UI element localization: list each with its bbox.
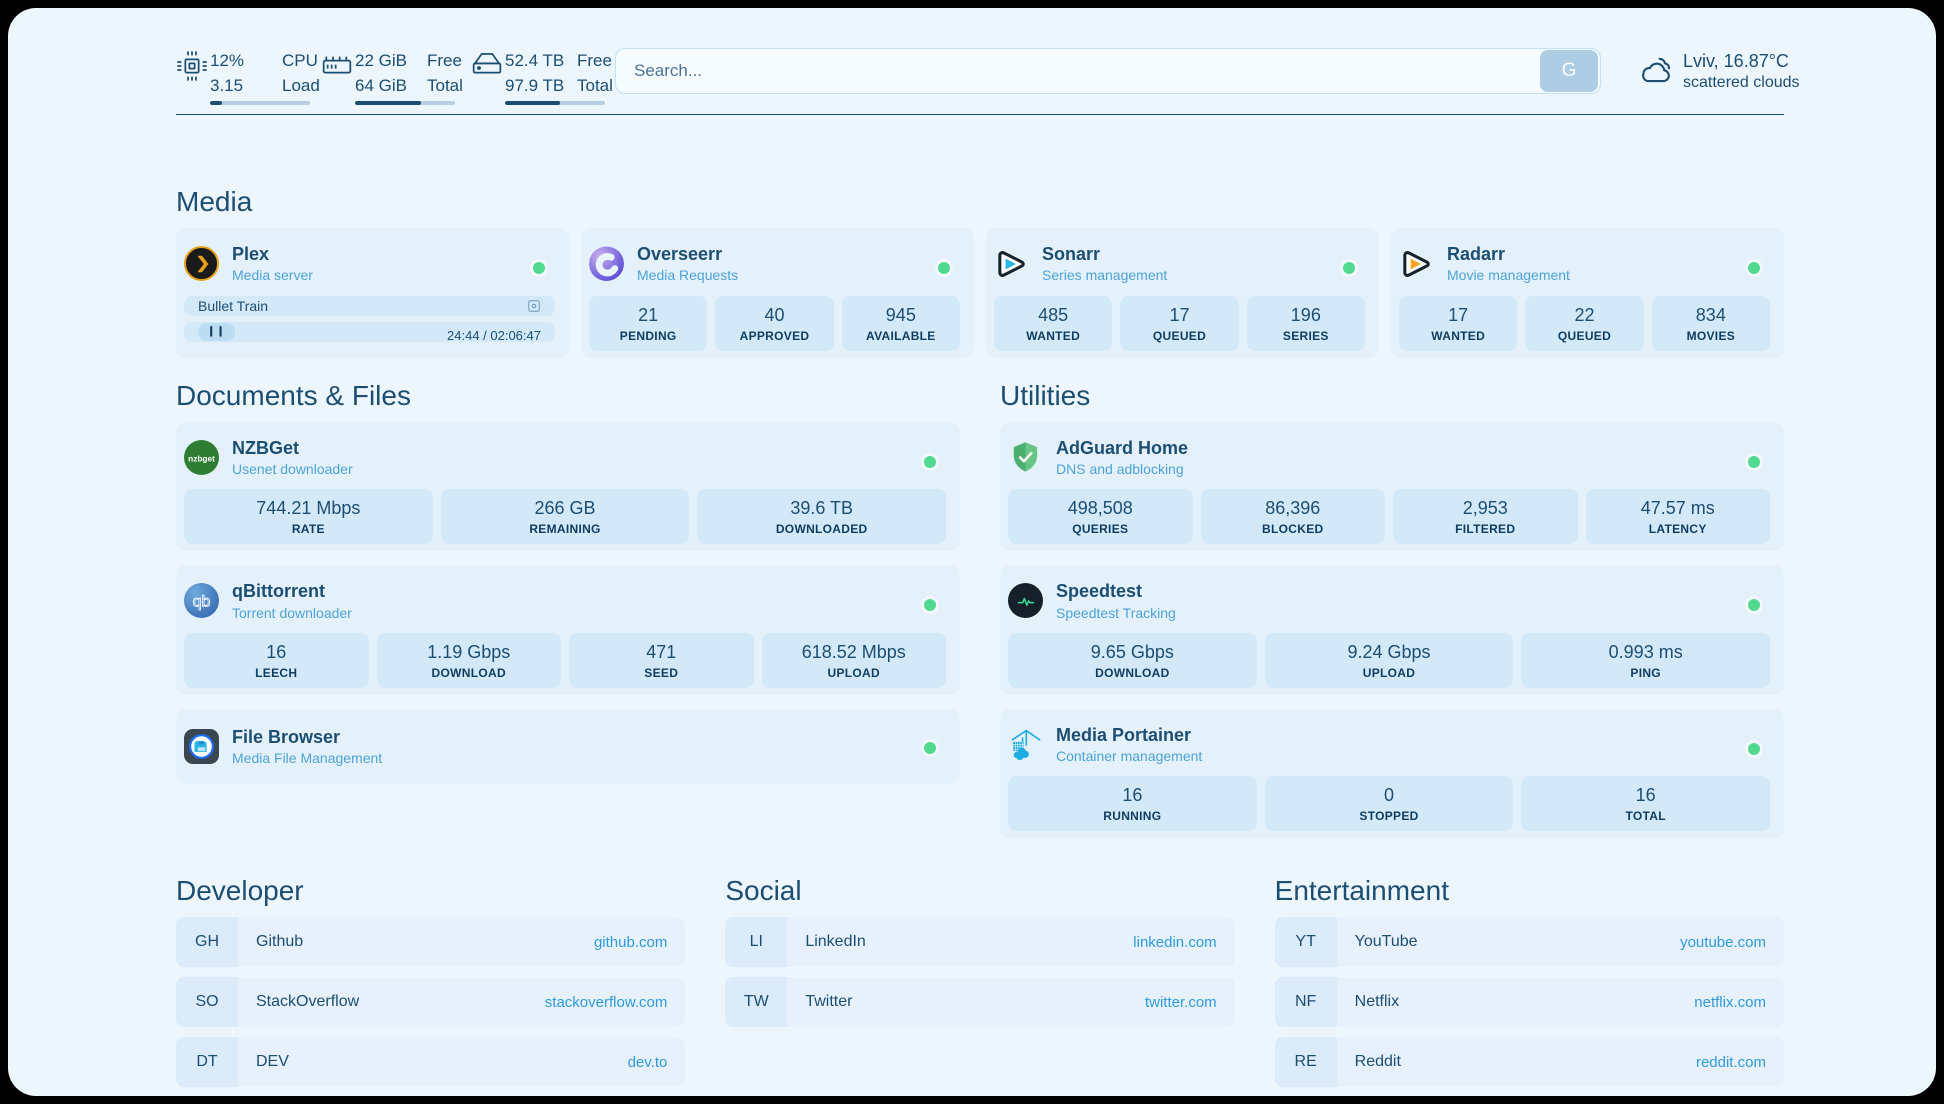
- svg-text:nzbget: nzbget: [188, 453, 215, 463]
- svg-text:qb: qb: [193, 594, 211, 611]
